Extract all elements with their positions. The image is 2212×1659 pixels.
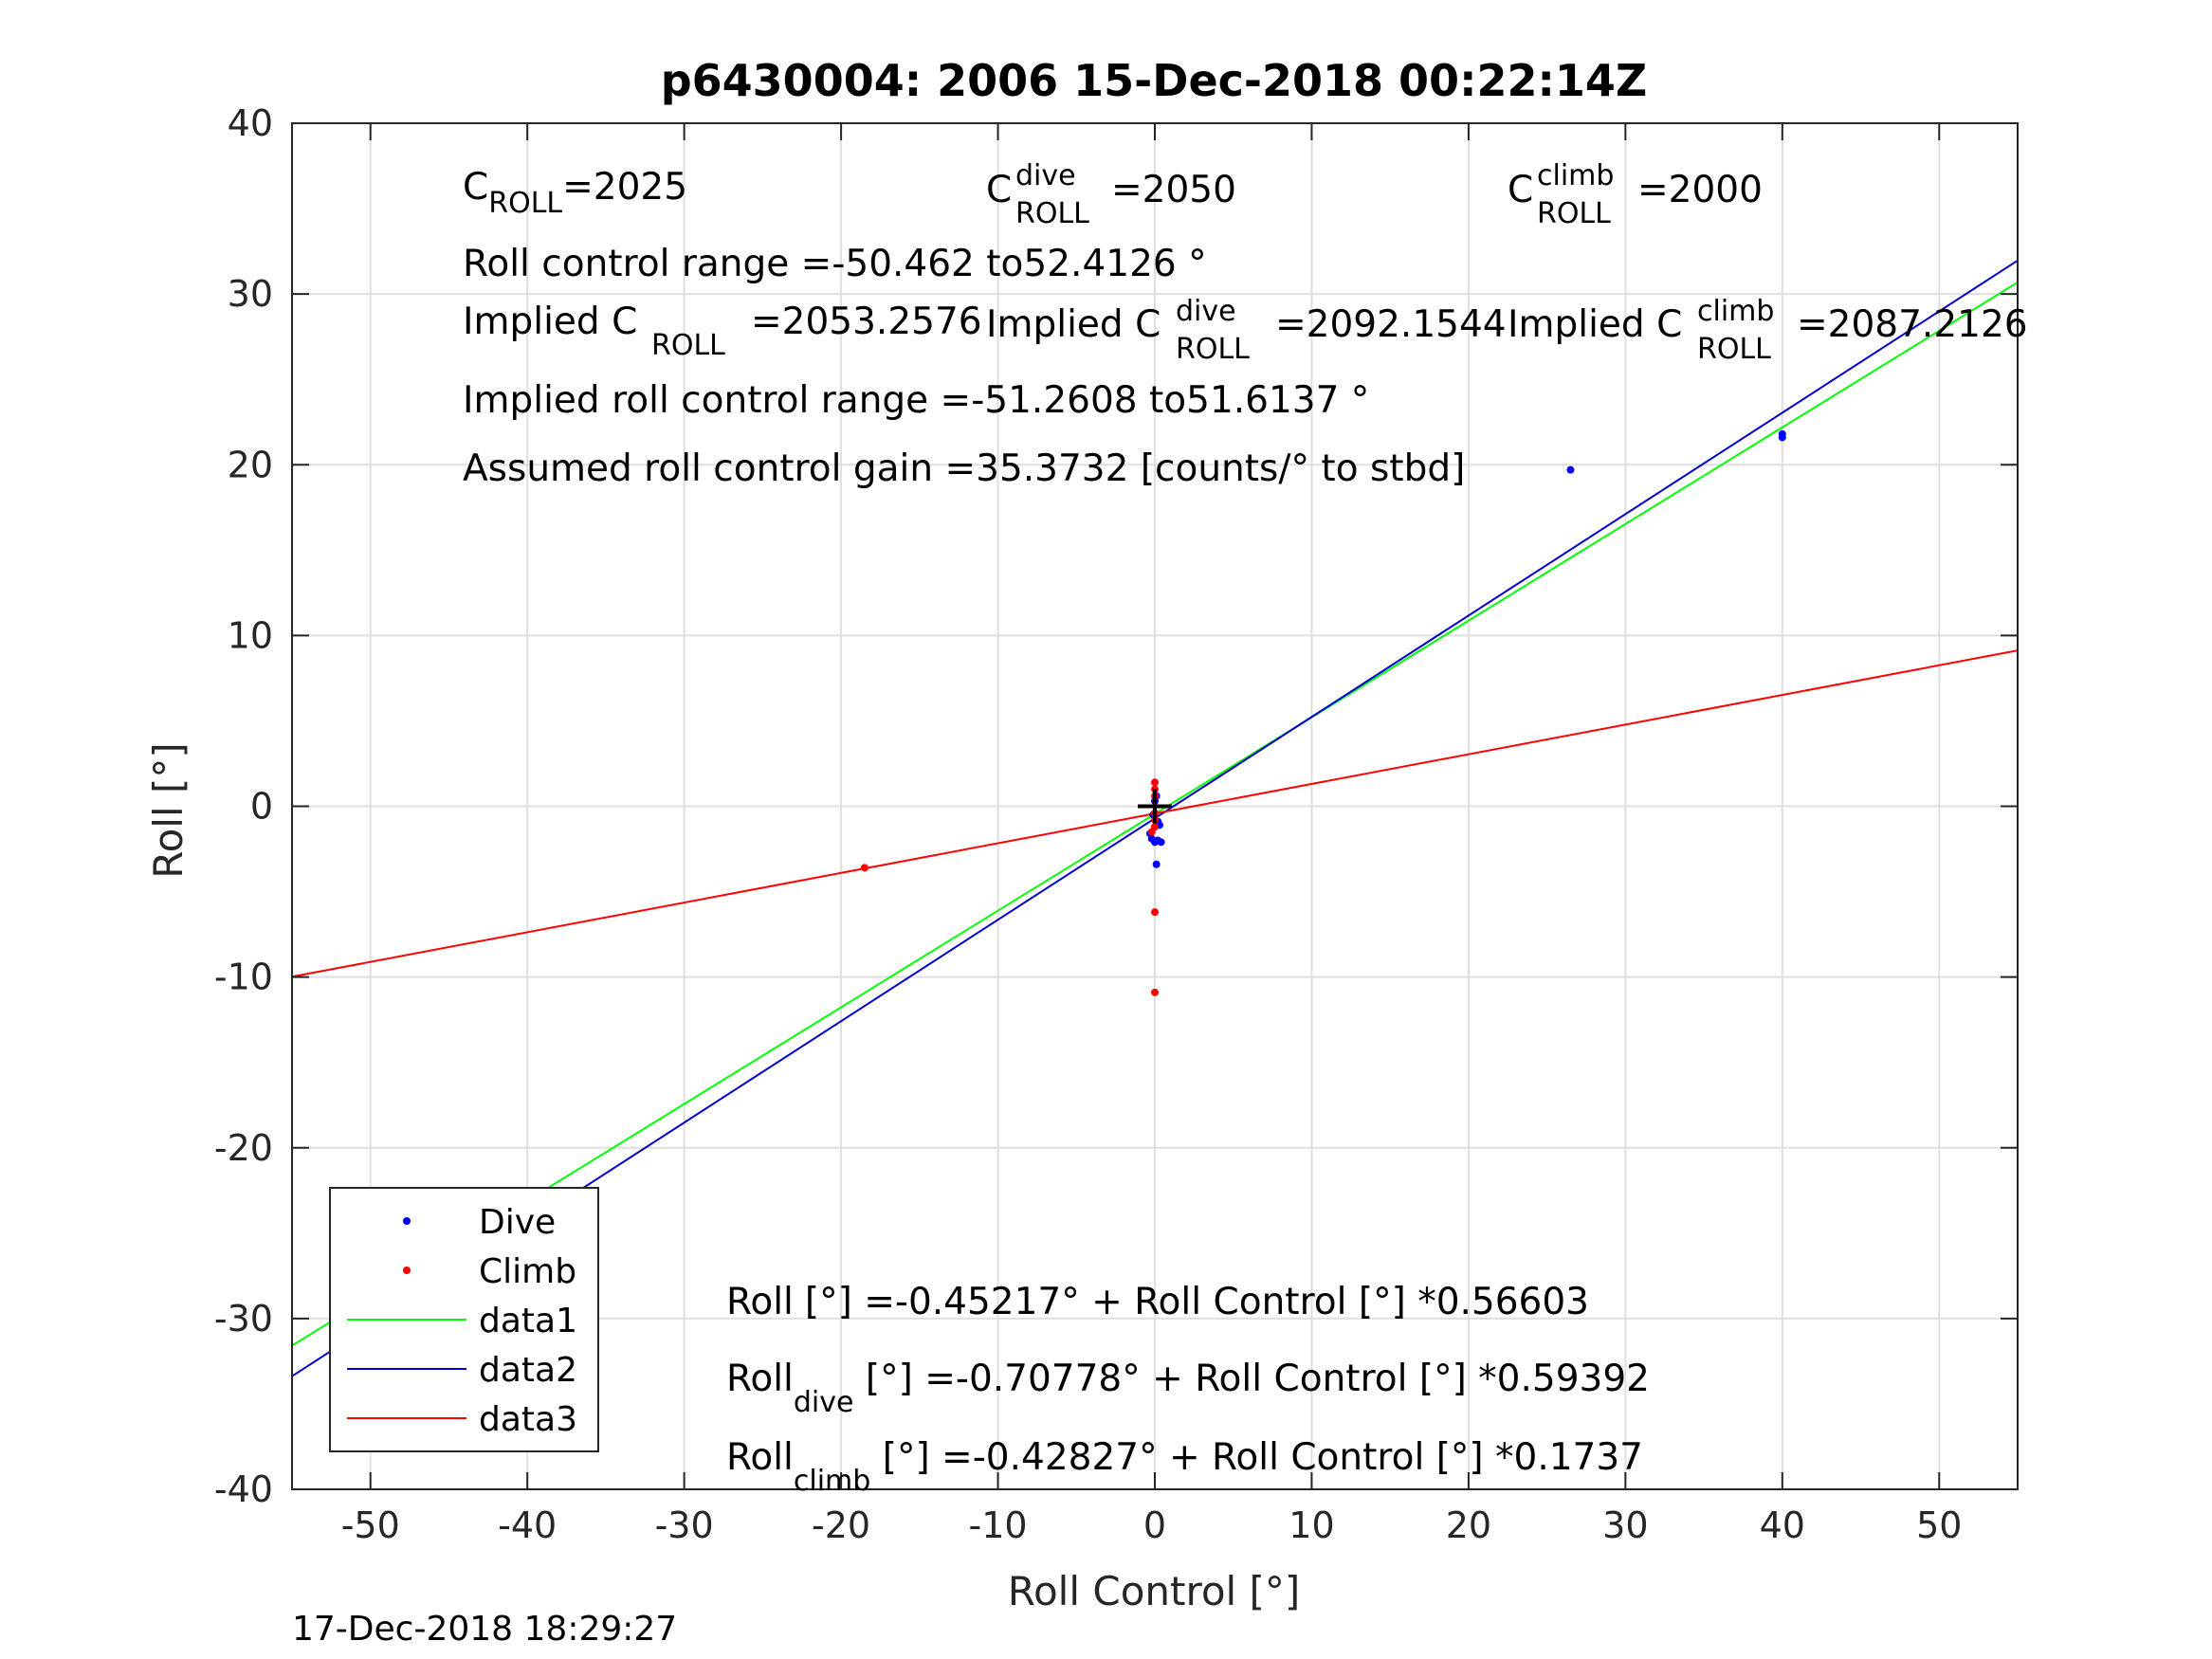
roll-control-range-annotation: Roll control range =-50.462 to52.4126 °	[463, 243, 1207, 285]
legend: Dive Climb data1 data2 data3	[329, 1187, 599, 1452]
equation-climb: Rollclimb [°] =-0.42827° + Roll Control …	[726, 1436, 1643, 1498]
x-axis-label: Roll Control [°]	[1008, 1568, 1301, 1614]
y-tick-label: -40	[214, 1468, 273, 1510]
y-tick-label: 0	[250, 786, 273, 828]
legend-climb-marker	[403, 1267, 411, 1274]
data-point-dive	[1157, 838, 1165, 847]
x-tick-label: 50	[1916, 1504, 1962, 1546]
data-point-climb	[1151, 908, 1159, 917]
x-tick-label: 20	[1446, 1504, 1491, 1546]
data-point-dive	[1152, 860, 1161, 868]
data-point-climb	[1151, 778, 1159, 787]
c-roll-annotation: CROLL=2025	[463, 166, 687, 220]
x-tick-label: 10	[1289, 1504, 1334, 1546]
x-tick-label: -10	[969, 1504, 1028, 1546]
y-tick-label: 30	[228, 273, 273, 315]
data-point-climb	[860, 864, 868, 872]
y-tick-label: -20	[214, 1127, 273, 1169]
y-tick-label: -10	[214, 957, 273, 998]
legend-data3-label: data3	[479, 1400, 577, 1439]
legend-data1-label: data1	[479, 1302, 577, 1340]
legend-data2-label: data2	[479, 1351, 577, 1390]
footer-timestamp: 17-Dec-2018 18:29:27	[292, 1610, 677, 1649]
data-point-dive	[1566, 465, 1575, 474]
data-point-dive	[1778, 429, 1786, 438]
legend-climb-label: Climb	[479, 1252, 576, 1291]
chart-title: p6430004: 2006 15-Dec-2018 00:22:14Z	[661, 55, 1648, 106]
equation-dive: Rolldive [°] =-0.70778° + Roll Control […	[726, 1358, 1650, 1419]
axis-ticks: -50 -40 -30 -20 -10 0 10 20 30 40 50 -40 -30 -20 -10 0 1…	[214, 102, 2018, 1546]
implied-range-annotation: Implied roll control range =-51.2608 to5…	[463, 379, 1369, 422]
x-tick-label: 0	[1143, 1504, 1166, 1546]
x-tick-label: -40	[498, 1504, 557, 1546]
y-tick-label: 10	[228, 614, 273, 656]
legend-dive-marker	[403, 1217, 411, 1225]
data-point-climb	[1147, 828, 1156, 836]
y-tick-label: 40	[228, 102, 273, 144]
legend-dive-label: Dive	[479, 1203, 556, 1242]
data-point-climb	[1151, 988, 1159, 996]
y-axis-label: Roll [°]	[145, 742, 192, 878]
x-tick-label: -20	[812, 1504, 870, 1546]
equation-all: Roll [°] =-0.45217° + Roll Control [°] *0…	[726, 1281, 1589, 1323]
x-tick-label: -50	[341, 1504, 400, 1546]
y-tick-label: 20	[228, 444, 273, 485]
x-tick-label: 40	[1760, 1504, 1805, 1546]
gain-annotation: Assumed roll control gain =35.3732 [coun…	[463, 447, 1465, 490]
y-tick-label: -30	[214, 1298, 273, 1340]
x-tick-label: 30	[1602, 1504, 1648, 1546]
implied-c-roll-annotation: Implied CROLL=2053.2576	[463, 301, 982, 362]
x-tick-label: -30	[655, 1504, 714, 1546]
